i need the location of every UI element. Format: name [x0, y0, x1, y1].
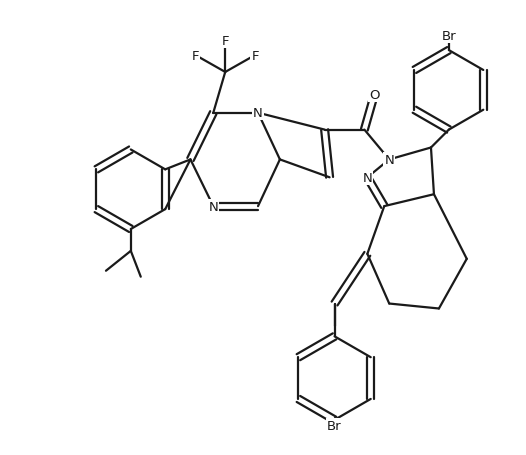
Text: N: N [385, 154, 394, 167]
Text: Br: Br [327, 420, 342, 432]
Text: F: F [251, 50, 259, 62]
Text: F: F [221, 35, 229, 47]
Text: Br: Br [441, 30, 456, 43]
Text: F: F [191, 50, 199, 62]
Text: N: N [362, 172, 372, 184]
Text: N: N [253, 107, 263, 120]
Text: O: O [369, 89, 380, 102]
Text: N: N [208, 200, 218, 213]
